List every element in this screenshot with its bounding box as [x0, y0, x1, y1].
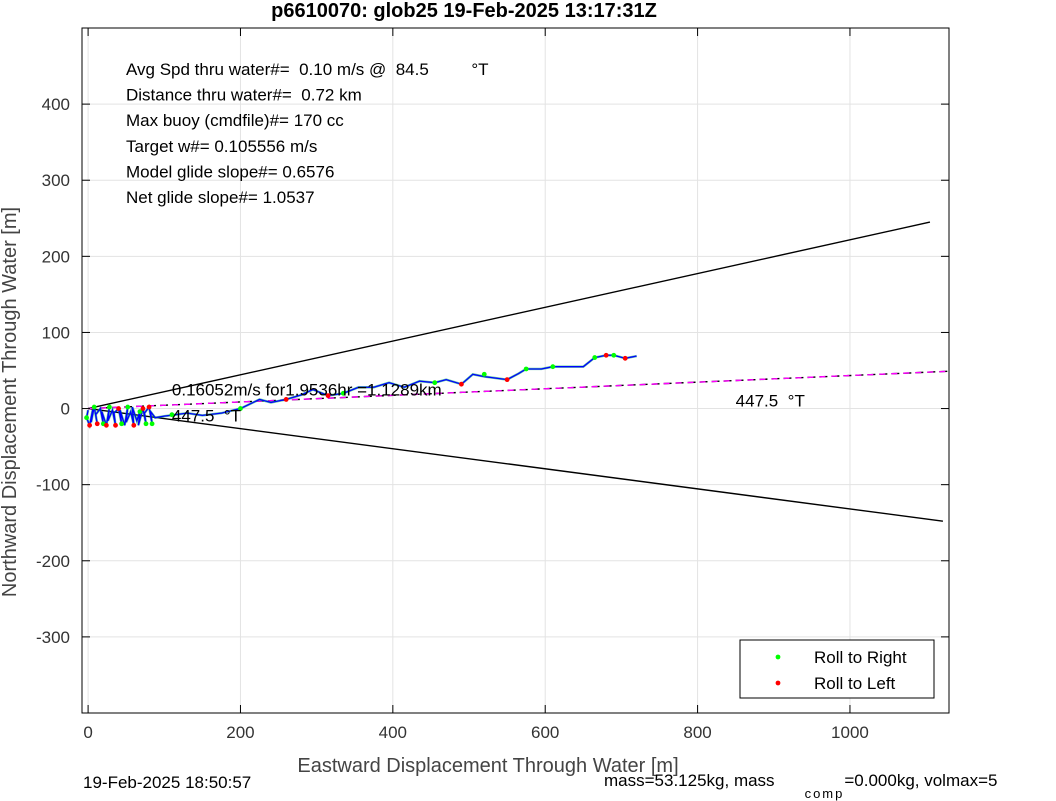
plot-content: [84, 221, 950, 522]
roll-right-point: [119, 421, 125, 427]
legend-entry-label: Roll to Left: [814, 674, 896, 693]
roll-right-point: [91, 404, 97, 410]
plot-frame: [81, 27, 950, 714]
y-tick-label: 300: [42, 171, 70, 190]
y-tick-label: -100: [36, 476, 70, 495]
footer-mass-sub: comp: [804, 786, 845, 801]
info-line: Target w#= 0.105556 m/s: [126, 137, 317, 156]
plot-area: [82, 28, 949, 713]
legend-marker: [775, 680, 781, 686]
roll-right-point: [143, 421, 149, 427]
roll-left-point: [504, 377, 510, 383]
roll-left-point: [94, 421, 100, 427]
legend: Roll to Right Roll to Left: [739, 639, 935, 699]
info-line: Distance thru water#= 0.72 km: [126, 86, 362, 105]
footer-mass-text: mass=53.125kg, mass: [604, 771, 775, 790]
info-line: Max buoy (cmdfile)#= 170 cc: [126, 111, 344, 130]
axis-ticks: 0 200 400 600 800 1000 -300 -200 -100 0 100 200 300 4…: [36, 28, 949, 742]
x-tick-label: 0: [83, 723, 92, 742]
roll-left-point: [113, 422, 118, 428]
cone-line: [87, 221, 931, 410]
roll-right-point: [340, 390, 346, 396]
roll-left-point: [146, 404, 152, 410]
roll-right-point: [523, 366, 529, 372]
y-tick-label: 100: [42, 323, 70, 342]
legend-box: [739, 639, 935, 699]
y-tick-label: 0: [61, 400, 70, 419]
chart-title: p6610070: glob25 19-Feb-2025 13:17:31Z: [271, 0, 657, 22]
annotation-text: 0.16052m/s for1.9536hr =1.1289km: [172, 381, 442, 400]
legend-entry-label: Roll to Right: [814, 648, 907, 667]
info-line: Avg Spd thru water#= 0.10 m/s @ 84.5 °T: [126, 60, 489, 79]
roll-left-point: [622, 355, 628, 361]
x-axis-label: Eastward Displacement Through Water [m]: [297, 755, 678, 777]
roll-left-point: [325, 393, 331, 399]
cone-line: [88, 407, 943, 522]
roll-left-point: [103, 422, 109, 428]
footer-mass-tail: =0.000kg, volmax=5: [844, 771, 998, 790]
roll-right-point: [432, 380, 438, 386]
roll-left-point: [131, 422, 137, 428]
info-line: Net glide slope#= 1.0537: [126, 188, 315, 207]
footer-timestamp: 19-Feb-2025 18:50:57: [83, 773, 252, 792]
y-axis-label: Northward Displacement Through Water [m]: [0, 207, 21, 597]
roll-right-point: [238, 406, 243, 411]
roll-right-point: [149, 421, 155, 427]
roll-right-point: [611, 352, 617, 358]
roll-right-point: [550, 364, 556, 370]
x-tick-label: 600: [531, 723, 559, 742]
annotation-text: 447.5 °T: [172, 406, 241, 425]
x-tick-label: 1000: [831, 723, 869, 742]
annotation-text: 447.5 °T: [736, 391, 805, 410]
grid-lines: [82, 28, 949, 713]
x-tick-label: 800: [683, 723, 711, 742]
y-tick-label: -200: [36, 552, 70, 571]
roll-right-point: [137, 409, 143, 414]
roll-left-point: [283, 397, 289, 402]
roll-left-point: [116, 406, 121, 411]
footer-mass: mass=53.125kg, mass comp=0.000kg, volmax=…: [604, 771, 998, 801]
roll-right-point: [107, 404, 112, 410]
x-tick-label: 400: [379, 723, 407, 742]
roll-left-point: [603, 352, 609, 358]
y-tick-label: 200: [42, 247, 70, 266]
roll-left-point: [87, 422, 93, 428]
x-tick-label: 200: [226, 723, 254, 742]
roll-right-point: [125, 404, 131, 410]
info-text-block: Avg Spd thru water#= 0.10 m/s @ 84.5 °T D…: [126, 60, 489, 207]
annotations: 0.16052m/s for1.9536hr =1.1289km 447.5 °T…: [172, 381, 805, 426]
roll-left-point: [459, 381, 464, 387]
track-line: [85, 354, 637, 428]
y-tick-label: -300: [36, 628, 70, 647]
roll-right-point: [84, 415, 89, 421]
roll-left-point: [140, 406, 146, 411]
info-line: Model glide slope#= 0.6576: [126, 162, 334, 181]
roll-right-point: [592, 355, 598, 360]
roll-right-point: [481, 371, 487, 377]
roll-right-point: [169, 412, 175, 418]
legend-marker: [775, 654, 781, 660]
y-tick-label: 400: [42, 95, 70, 114]
